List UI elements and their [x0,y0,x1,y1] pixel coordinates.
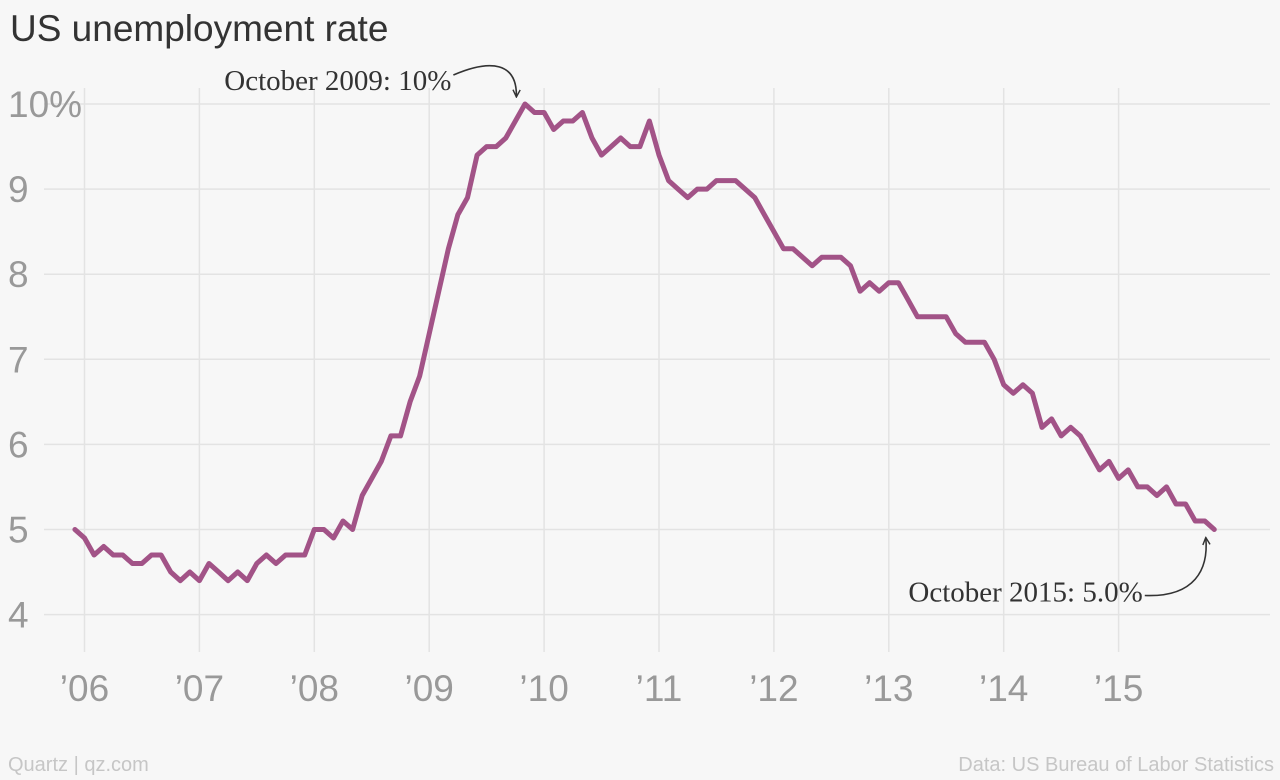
x-tick-label: ’07 [175,668,224,709]
x-tick-label: ’06 [60,668,109,709]
vertical-gridlines [83,88,1120,652]
x-tick-label: ’10 [519,668,568,709]
annotation-arrow-2009 [453,64,516,97]
y-tick-label: 5 [8,510,29,551]
annotation-october-2009: October 2009: 10% [224,65,451,97]
y-tick-label: 8 [8,254,29,295]
x-tick-label: ’13 [864,668,913,709]
annotation-october-2015: October 2015: 5.0% [908,577,1142,609]
unemployment-rate-line [72,101,1217,584]
line-chart: 10% 9 8 7 6 5 4 ’06 ’07 ’08 ’09 ’10 ’11 ’12 ’13 ’14 ’15… [8,64,1270,709]
y-tick-label: 10% [8,84,82,125]
source-credit: Quartz | qz.com [8,754,149,776]
chart-title: US unemployment rate [10,8,389,49]
x-tick-label: ’11 [636,668,683,709]
y-axis-tick-labels: 10% 9 8 7 6 5 4 [8,84,82,636]
x-axis-tick-labels: ’06 ’07 ’08 ’09 ’10 ’11 ’12 ’13 ’14 ’15 [60,668,1143,709]
x-tick-label: ’14 [979,668,1028,709]
y-tick-label: 7 [8,339,29,380]
x-tick-label: ’08 [290,668,339,709]
data-source: Data: US Bureau of Labor Statistics [958,754,1274,776]
horizontal-gridlines [44,103,1270,616]
y-tick-label: 6 [8,424,29,465]
x-tick-label: ’15 [1094,668,1143,709]
annotation-arrow-2015 [1144,538,1206,597]
y-tick-label: 4 [8,595,29,636]
y-tick-label: 9 [8,169,29,210]
x-tick-label: ’09 [405,668,454,709]
x-tick-label: ’12 [749,668,798,709]
